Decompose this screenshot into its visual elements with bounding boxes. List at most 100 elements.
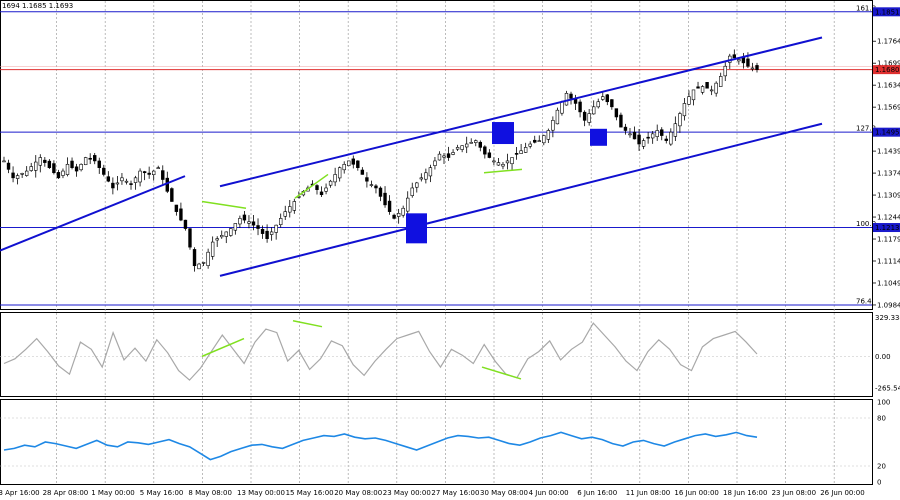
- candle-body: [746, 58, 750, 67]
- candle-body: [34, 161, 38, 171]
- candle-body: [678, 113, 682, 127]
- cci-series: [0, 320, 872, 381]
- candle-body: [424, 172, 428, 180]
- y-tick-label: 1.1439: [877, 148, 900, 156]
- candle-body: [392, 214, 396, 219]
- cci-divergence-line: [201, 337, 245, 358]
- candle-body: [251, 221, 256, 226]
- current-price-tag: [873, 65, 900, 75]
- candle-body: [56, 172, 61, 179]
- candle-body: [288, 206, 292, 213]
- candle-body: [560, 101, 564, 114]
- x-tick-label: 15 May 16:00: [286, 489, 334, 497]
- candle-body: [682, 103, 687, 117]
- candle-body: [750, 67, 755, 70]
- candle-body: [514, 153, 519, 155]
- candle-body: [269, 231, 274, 235]
- candle-body: [106, 176, 111, 182]
- candle-body: [43, 159, 47, 163]
- candle-body: [528, 143, 532, 147]
- candle-body: [582, 111, 587, 121]
- candle-body: [156, 167, 160, 169]
- candle-body: [333, 174, 337, 183]
- candle-body: [83, 157, 88, 166]
- candle-body: [664, 138, 668, 141]
- candle-body: [279, 218, 283, 225]
- candle-body: [365, 177, 369, 182]
- rsi-tick-label: 100: [877, 399, 890, 407]
- fib-price-tag-label: 1.1213: [875, 224, 900, 232]
- y-tick-label: 1.1049: [877, 279, 900, 287]
- candle-body: [88, 157, 92, 160]
- cci-tick-label: 329.3341: [875, 314, 900, 322]
- fib-level-label: 76.4: [856, 297, 872, 305]
- fib-price-tag: [873, 127, 900, 137]
- candle-body: [378, 187, 383, 197]
- candle-body: [229, 228, 233, 236]
- cci-tick-label: -265.544: [875, 384, 900, 392]
- candle-body: [623, 126, 628, 131]
- x-tick-label: 23 Apr 16:00: [0, 489, 40, 497]
- candle-body: [446, 153, 451, 158]
- rsi-tick-label: 0: [877, 479, 881, 487]
- candle-body: [696, 86, 700, 89]
- candle-body: [360, 169, 365, 175]
- y-tick-label: 1.1244: [877, 214, 900, 222]
- candle-body: [93, 155, 97, 162]
- candle-body: [433, 160, 437, 166]
- candle-body: [65, 163, 70, 175]
- x-tick-label: 23 Jun 08:00: [772, 489, 816, 497]
- candle-body: [120, 177, 124, 182]
- candle-body: [238, 218, 242, 225]
- candle-body: [11, 172, 15, 179]
- candle-body: [242, 214, 247, 221]
- candle-body: [546, 130, 551, 140]
- cci-tick-label: 0.00: [875, 353, 891, 361]
- candle-body: [537, 140, 541, 142]
- cci-divergence-line: [481, 366, 522, 380]
- candle-body: [442, 155, 446, 158]
- candle-body: [247, 221, 251, 224]
- candle-body: [523, 147, 528, 153]
- candle-body: [646, 136, 650, 139]
- candle-body: [183, 219, 188, 229]
- candle-body: [197, 263, 201, 270]
- candle-body: [337, 167, 342, 179]
- candle-body: [315, 185, 319, 190]
- candle-body: [551, 120, 555, 131]
- fib-level-label: 161.8: [856, 4, 876, 12]
- candle-body: [455, 147, 460, 150]
- rsi-tick-label: 80: [877, 415, 886, 423]
- candle-body: [755, 65, 759, 70]
- candle-body: [201, 262, 206, 264]
- y-tick-label: 1.1309: [877, 192, 900, 200]
- candle-body: [342, 163, 346, 171]
- y-tick-label: 1.1634: [877, 82, 900, 90]
- candle-body: [723, 65, 727, 77]
- main-panel[interactable]: [0, 0, 873, 310]
- candle-body: [673, 123, 678, 137]
- candle-body: [292, 201, 297, 211]
- x-tick-label: 30 May 08:00: [480, 489, 528, 497]
- signal-marker: [590, 128, 607, 146]
- candle-body: [2, 160, 6, 163]
- candle-body: [691, 89, 696, 101]
- candle-body: [374, 185, 378, 189]
- cci-line: [3, 322, 758, 381]
- x-tick-label: 16 Jun 00:00: [674, 489, 718, 497]
- candle-body: [610, 99, 614, 108]
- fib-level-label: 100.0: [856, 220, 876, 228]
- candle-body: [732, 54, 737, 59]
- divergence-line: [483, 168, 523, 174]
- cci-panel[interactable]: [0, 312, 873, 397]
- candle-body: [70, 160, 74, 168]
- divergence-line: [294, 173, 329, 199]
- rsi-tick-label: 20: [877, 463, 886, 471]
- candle-body: [220, 235, 224, 238]
- candle-body: [192, 249, 197, 267]
- candle-body: [147, 172, 151, 175]
- candle-body: [451, 152, 455, 155]
- candle-body: [6, 162, 11, 170]
